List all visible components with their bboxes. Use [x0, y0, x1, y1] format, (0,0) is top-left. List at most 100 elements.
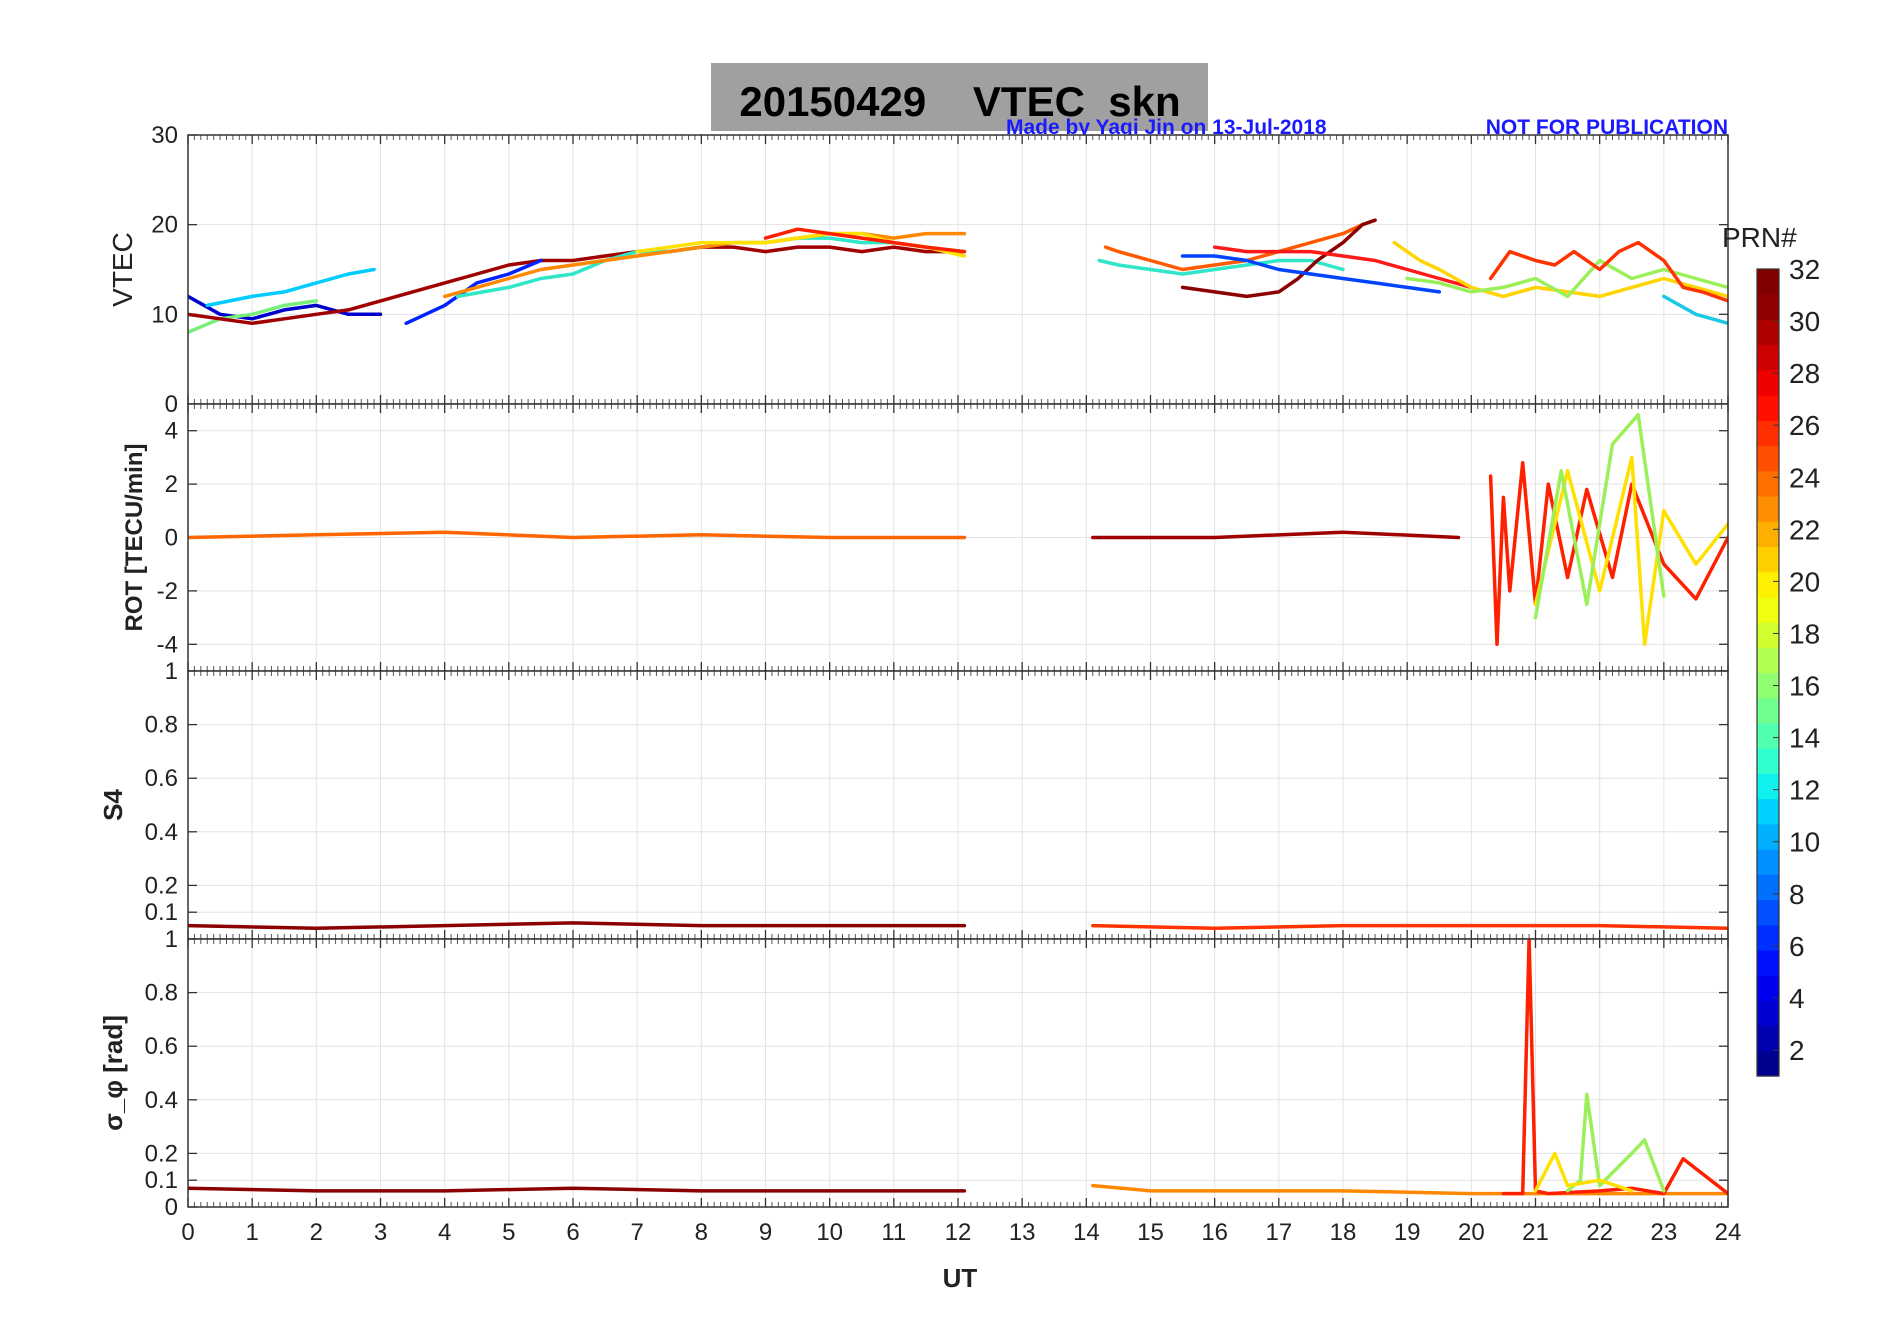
y-tick-label-rot: 4: [165, 418, 178, 445]
colorbar-label: PRN#: [1722, 222, 1797, 253]
panel-s4: 0.10.2 0.4 0.6 0.8 1 S4: [98, 658, 1729, 940]
colorbar-tick-label: 12: [1789, 775, 1820, 806]
colorbar-swatch: [1757, 672, 1779, 699]
y-axis-label-vtec: VTEC: [107, 232, 138, 307]
colorbar-swatch: [1757, 949, 1779, 976]
colorbar-tick-label: 18: [1789, 618, 1820, 649]
x-tick-label: 17: [1265, 1219, 1292, 1246]
colorbar-swatch: [1757, 874, 1779, 901]
colorbar-frame: [1756, 268, 1780, 1077]
colorbar-tick-label: 24: [1789, 462, 1820, 493]
series-line-rot-0: [188, 530, 967, 540]
y-tick-label-sigma_phi: 0: [165, 1194, 178, 1221]
panel-rot: -4 -2 0 2 4 ROT [TECU/min]: [121, 403, 1729, 672]
colorbar-swatch: [1757, 773, 1779, 800]
series-line-vtec-10: [1103, 222, 1365, 272]
x-tick-label: 24: [1715, 1219, 1742, 1246]
colorbar-tick-label: 6: [1789, 931, 1805, 962]
colorbar-swatch: [1757, 546, 1779, 573]
colorbar-tick-label: 10: [1789, 827, 1820, 858]
series-line-vtec-9: [1097, 258, 1345, 276]
colorbar-swatch: [1757, 748, 1779, 774]
x-tick-label: 19: [1394, 1219, 1421, 1246]
colorbar-tick-label: 28: [1789, 358, 1820, 389]
colorbar-swatch: [1757, 344, 1779, 371]
x-tick-label: 10: [816, 1219, 843, 1246]
series-line-vtec-13: [1180, 254, 1442, 294]
panel-vtec-series: [188, 218, 1728, 335]
colorbar-swatch: [1757, 521, 1779, 548]
series-line-s4-1: [1091, 923, 1728, 931]
y-tick-label-sigma_phi: 0.6: [145, 1033, 178, 1060]
y-tick-label-s4: 0.4: [145, 819, 178, 846]
y-tick-label-vtec: 10: [151, 301, 178, 328]
series-line-vtec-2: [188, 299, 319, 335]
y-axis-label-s4: S4: [98, 789, 128, 821]
colorbar-swatch: [1757, 975, 1779, 1001]
x-tick-label: 4: [438, 1219, 451, 1246]
colorbar-swatch: [1757, 294, 1779, 321]
colorbar-swatch: [1757, 596, 1779, 623]
x-tick-label: 21: [1522, 1219, 1549, 1246]
panel-vtec: 0 10 20 30 VTEC: [107, 122, 1729, 418]
colorbar-swatch: [1757, 395, 1779, 421]
series-line-rot-4: [1533, 412, 1666, 620]
colorbar-swatch: [1757, 697, 1779, 724]
series-line-sigma_phi-2: [1501, 939, 1728, 1196]
y-tick-label-rot: 2: [165, 471, 178, 498]
series-line-s4-0: [188, 921, 967, 931]
colorbar-swatch: [1757, 319, 1779, 346]
series-line-vtec-16: [1488, 240, 1728, 303]
panel-s4-series: [188, 921, 1728, 931]
series-line-sigma_phi-0: [188, 1186, 967, 1193]
colorbar-tick-label: 4: [1789, 983, 1805, 1014]
x-tick-label: 7: [630, 1219, 643, 1246]
colorbar-swatch: [1757, 647, 1779, 674]
y-tick-label-s4: 1: [165, 658, 178, 685]
colorbar-tick-label: 2: [1789, 1035, 1805, 1066]
x-tick-label: 20: [1458, 1219, 1485, 1246]
x-tick-label: 16: [1201, 1219, 1228, 1246]
x-tick-label: 11: [881, 1219, 906, 1246]
y-tick-label-sigma_phi: 1: [165, 926, 178, 953]
colorbar-swatch: [1757, 722, 1779, 749]
title-box: [711, 63, 1208, 131]
y-axis-label-rot: ROT [TECU/min]: [121, 444, 148, 632]
colorbar-swatch: [1757, 622, 1779, 648]
colorbar-swatch: [1757, 269, 1779, 295]
x-tick-label: 18: [1330, 1219, 1357, 1246]
colorbar-swatch: [1757, 924, 1779, 951]
colorbar-swatch: [1757, 798, 1779, 825]
series-line-sigma_phi-4: [1533, 1151, 1634, 1193]
chart-title: 20150429 VTEC skn: [739, 78, 1180, 125]
series-line-vtec-12: [1212, 245, 1474, 290]
series-line-vtec-17: [1662, 294, 1728, 326]
colorbar-tick-label: 30: [1789, 306, 1820, 337]
panel-rot-series: [188, 412, 1728, 647]
series-line-vtec-4: [404, 258, 543, 326]
colorbar-swatch: [1757, 495, 1779, 522]
x-tick-label: 9: [759, 1219, 772, 1246]
series-line-rot-1: [1091, 530, 1461, 540]
series-line-rot-3: [1533, 455, 1728, 647]
y-tick-label-s4: 0.2: [145, 872, 178, 899]
y-tick-label-vtec: 20: [151, 212, 178, 239]
y-tick-label-sigma_phi: 0.4: [145, 1087, 178, 1114]
colorbar-swatch: [1757, 1000, 1779, 1027]
colorbar-tick-label: 8: [1789, 879, 1805, 910]
colorbar-swatch: [1757, 849, 1779, 875]
y-axis-label-sigma_phi: σ_φ [rad]: [98, 1015, 128, 1131]
y-tick-label-sigma_phi: 0.1: [145, 1167, 178, 1194]
colorbar-swatch: [1757, 571, 1779, 598]
x-tick-label: 5: [502, 1219, 515, 1246]
series-line-vtec-3: [188, 245, 967, 326]
x-tick-label: 13: [1009, 1219, 1036, 1246]
series-line-sigma_phi-3: [1565, 1092, 1666, 1193]
colorbar-swatch: [1757, 369, 1779, 396]
x-tick-label: 23: [1650, 1219, 1677, 1246]
series-line-vtec-8: [763, 227, 967, 254]
notice-text: NOT FOR PUBLICATION: [1486, 116, 1728, 139]
colorbar-tick-label: 14: [1789, 723, 1820, 754]
